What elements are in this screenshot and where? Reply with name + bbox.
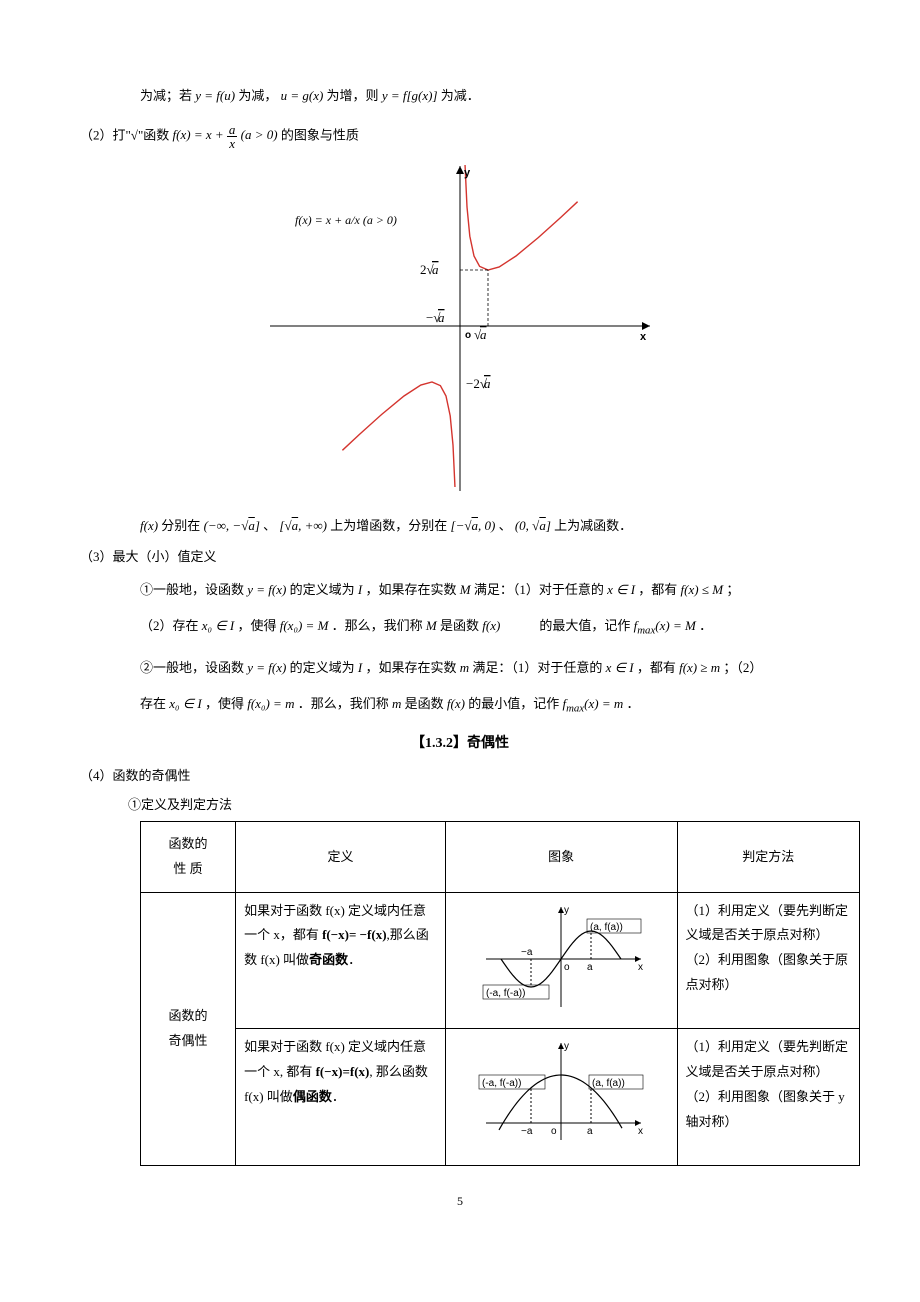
svg-text:(-a, f(-a)): (-a, f(-a)) xyxy=(482,1078,521,1089)
odd-graph-cell: y x o a −a (a, f(a)) (-a, f(-a)) xyxy=(445,892,677,1029)
svg-text:(a, f(a)): (a, f(a)) xyxy=(592,1078,625,1089)
item-4: （4）函数的奇偶性 xyxy=(80,764,840,789)
svg-text:a: a xyxy=(432,262,439,277)
th-graph: 图象 xyxy=(445,822,677,892)
odd-definition: 如果对于函数 f(x) 定义域内任意一个 x，都有 f(−x)= −f(x),那… xyxy=(236,892,446,1029)
sub-4-1: ①定义及判定方法 xyxy=(80,793,840,818)
even-judge: （1）利用定义（要先判断定义域是否关于原点对称） （2）利用图象（图象关于 y … xyxy=(677,1029,860,1166)
formula: f(x) = x + ax (a > 0) xyxy=(173,127,281,142)
interval: [−√a, 0) xyxy=(451,518,496,533)
item-2: （2）打"√"函数 f(x) = x + ax (a > 0) 的图象与性质 xyxy=(80,123,840,150)
row-label: 函数的 奇偶性 xyxy=(141,892,236,1165)
svg-text:a: a xyxy=(587,1126,593,1137)
th-definition: 定义 xyxy=(236,822,446,892)
section-1-3-2-title: 【1.3.2】奇偶性 xyxy=(80,731,840,758)
svg-text:x: x xyxy=(640,331,647,343)
chart-summary: f(x) 分别在 (−∞, −√a] 、 [√a, +∞) 上为增函数，分别在 … xyxy=(80,514,840,539)
svg-text:y: y xyxy=(564,905,569,916)
svg-text:y: y xyxy=(464,167,471,179)
hook-function-chart: yxo√a−√a2√a−2√af(x) = x + a/x (a > 0) xyxy=(80,156,840,505)
item-3: （3）最大（小）值定义 xyxy=(80,545,840,570)
interval: (0, √a] xyxy=(515,518,551,533)
interval: (−∞, −√a] xyxy=(204,518,260,533)
svg-text:f(x) = x + a/x (a > 0): f(x) = x + a/x (a > 0) xyxy=(295,213,397,227)
svg-text:−a: −a xyxy=(521,947,533,958)
continuation-line: 为减；若 y = f(u) 为减， u = g(x) 为增，则 y = f[g(… xyxy=(80,84,840,109)
svg-text:x: x xyxy=(638,962,643,973)
table-row-even: 如果对于函数 f(x) 定义域内任意一个 x, 都有 f(−x)=f(x), 那… xyxy=(141,1029,860,1166)
table-header-row: 函数的 性 质 定义 图象 判定方法 xyxy=(141,822,860,892)
page-number: 5 xyxy=(80,1190,840,1213)
svg-text:(a, f(a)): (a, f(a)) xyxy=(590,922,623,933)
even-graph-svg: y x o a −a (a, f(a)) (-a, f(-a)) xyxy=(466,1035,656,1150)
th-property: 函数的 性 质 xyxy=(141,822,236,892)
formula: y = f[g(x)] xyxy=(382,88,438,103)
svg-text:a: a xyxy=(480,327,487,342)
svg-text:o: o xyxy=(551,1126,557,1137)
th-judge: 判定方法 xyxy=(677,822,860,892)
formula: y = f(u) xyxy=(195,88,235,103)
even-definition: 如果对于函数 f(x) 定义域内任意一个 x, 都有 f(−x)=f(x), 那… xyxy=(236,1029,446,1166)
svg-text:o: o xyxy=(465,330,471,341)
svg-text:x: x xyxy=(638,1126,643,1137)
svg-text:a: a xyxy=(484,376,491,391)
svg-text:(-a, f(-a)): (-a, f(-a)) xyxy=(486,988,525,999)
svg-text:a: a xyxy=(438,310,445,325)
svg-text:a: a xyxy=(587,962,593,973)
svg-text:y: y xyxy=(564,1041,569,1052)
odd-judge: （1）利用定义（要先判断定义域是否关于原点对称） （2）利用图象（图象关于原点对… xyxy=(677,892,860,1029)
min-def-line2: 存在 x₀ ∈ I ，使得 f(x₀) = m ．那么，我们称 m 是函数 f(… xyxy=(80,692,840,719)
svg-text:o: o xyxy=(564,962,570,973)
odd-graph-svg: y x o a −a (a, f(a)) (-a, f(-a)) xyxy=(466,899,656,1014)
formula: u = g(x) xyxy=(281,88,324,103)
max-def-line1: ①一般地，设函数 y = f(x) 的定义域为 I ，如果存在实数 M 满足：（… xyxy=(80,578,840,603)
table-row-odd: 函数的 奇偶性 如果对于函数 f(x) 定义域内任意一个 x，都有 f(−x)=… xyxy=(141,892,860,1029)
min-def-line1: ②一般地，设函数 y = f(x) 的定义域为 I ，如果存在实数 m 满足：（… xyxy=(80,656,840,681)
svg-text:−a: −a xyxy=(521,1126,533,1137)
parity-table: 函数的 性 质 定义 图象 判定方法 函数的 奇偶性 如果对于函数 f(x) 定… xyxy=(140,821,860,1166)
even-graph-cell: y x o a −a (a, f(a)) (-a, f(-a)) xyxy=(445,1029,677,1166)
max-def-line2: （2）存在 x₀ ∈ I ，使得 f(x₀) = M ．那么，我们称 M 是函数… xyxy=(80,614,840,641)
interval: [√a, +∞) xyxy=(279,518,327,533)
hook-chart-svg: yxo√a−√a2√a−2√af(x) = x + a/x (a > 0) xyxy=(250,156,670,496)
